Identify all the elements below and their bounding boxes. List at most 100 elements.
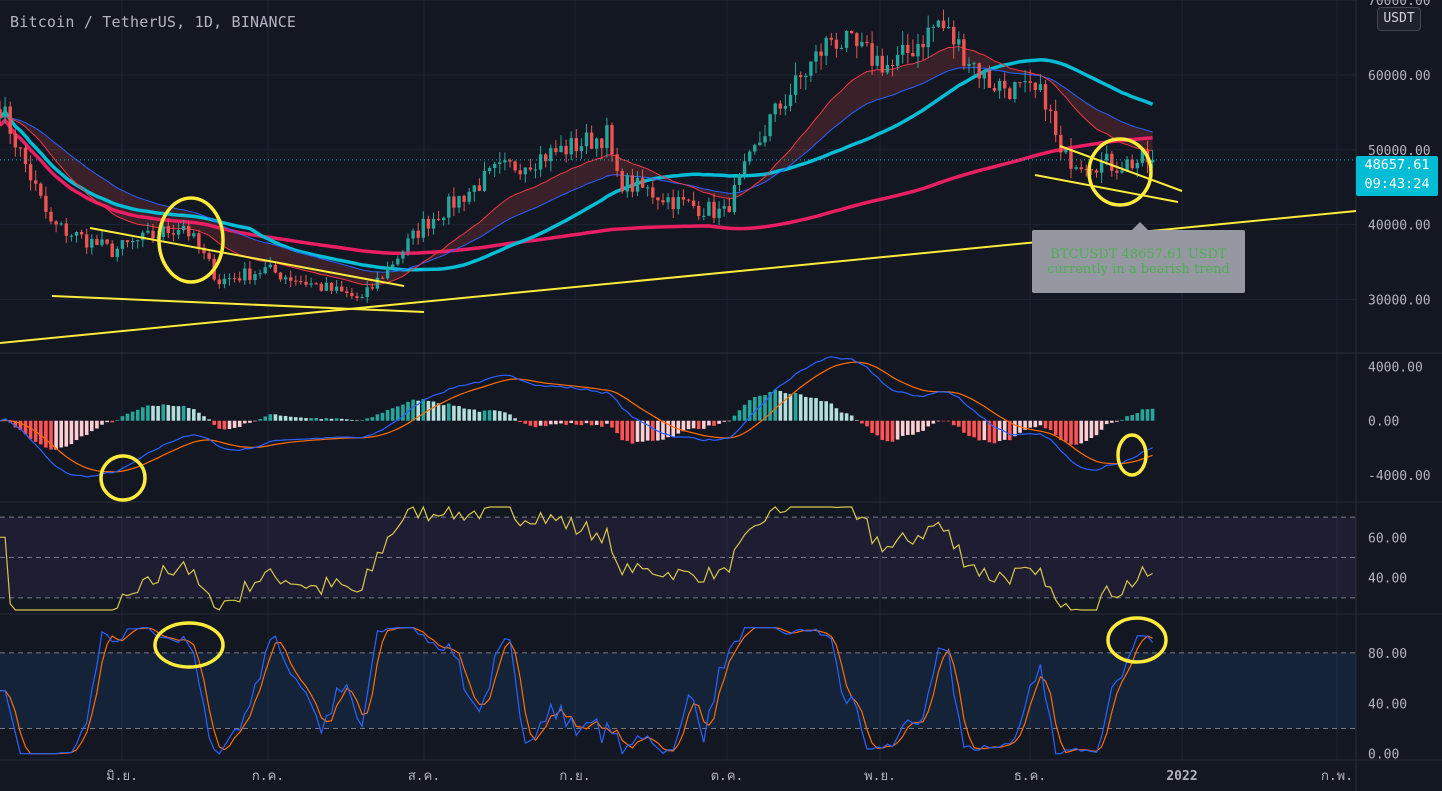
macd-bar <box>421 398 426 421</box>
bar-countdown: 09:43:24 <box>1364 176 1430 192</box>
candle-body <box>921 43 925 48</box>
candle <box>671 189 675 218</box>
candle <box>1023 70 1027 93</box>
candle <box>962 33 966 70</box>
callout-box[interactable]: BTCUSDT 48657.61 USDT currently in a bea… <box>1032 230 1245 293</box>
candle <box>370 283 374 291</box>
candle-body <box>411 230 415 239</box>
price-tick-label: 30000.00 <box>1368 294 1431 309</box>
macd-bar <box>365 418 369 421</box>
candle-body <box>442 217 446 220</box>
candle <box>625 172 629 198</box>
candle <box>136 239 140 249</box>
candle <box>549 144 553 172</box>
candle <box>482 161 487 192</box>
ema-fast-line <box>0 45 1153 286</box>
candle <box>646 184 650 197</box>
macd-bar <box>390 408 395 421</box>
candle <box>452 187 456 217</box>
candle <box>799 71 803 90</box>
macd-bar <box>441 405 446 421</box>
candle <box>850 30 854 34</box>
macd-bar <box>401 404 405 421</box>
candle-body <box>49 211 53 222</box>
macd-bar <box>345 419 349 421</box>
macd-bar <box>411 399 415 421</box>
candle-body <box>151 230 155 239</box>
macd-bar <box>294 417 298 421</box>
macd-bar <box>1053 420 1058 435</box>
callout-arrow <box>1131 222 1149 231</box>
macd-bar <box>1104 420 1109 425</box>
candle-body <box>334 286 339 291</box>
macd-pane[interactable] <box>0 356 1155 478</box>
candle <box>605 117 609 158</box>
candle <box>416 222 420 245</box>
candle-body <box>396 258 400 265</box>
candle-body <box>1089 169 1094 171</box>
macd-bar <box>192 409 196 421</box>
currency-badge[interactable]: USDT <box>1377 7 1421 31</box>
macd-bar <box>916 420 920 433</box>
candle-body <box>941 20 946 29</box>
macd-bar <box>768 391 772 421</box>
candle <box>875 45 879 69</box>
candle-body <box>926 27 930 48</box>
candle-body <box>39 183 43 196</box>
candle-body <box>18 147 23 149</box>
macd-bar <box>309 418 313 421</box>
candle-body <box>778 103 782 109</box>
macd-bar <box>783 393 788 421</box>
candle <box>559 135 563 153</box>
candle <box>829 33 833 46</box>
macd-bar <box>528 420 533 426</box>
candle-body <box>952 26 956 45</box>
candle-body <box>472 185 476 192</box>
macd-bar <box>125 413 130 421</box>
candle <box>1028 69 1032 92</box>
macd-bar <box>176 406 181 421</box>
macd-bar <box>39 420 43 445</box>
candle <box>651 178 655 204</box>
candle-body <box>620 171 624 192</box>
macd-line <box>0 356 1153 478</box>
rsi-pane[interactable] <box>0 505 1356 611</box>
macd-bar <box>1059 420 1063 441</box>
candle <box>64 218 68 244</box>
candle-body <box>1150 159 1155 163</box>
rsi-line <box>0 505 1153 611</box>
macd-bar <box>554 420 558 425</box>
time-tick-label: ก.ย. <box>559 769 590 784</box>
candle-body <box>625 175 629 192</box>
trendline-2 <box>89 227 405 287</box>
symbol-title[interactable]: Bitcoin / TetherUS, 1D, BINANCE <box>10 13 297 31</box>
candle-body <box>375 277 380 289</box>
candle <box>890 59 895 77</box>
candle <box>554 140 558 156</box>
candle <box>1094 168 1099 178</box>
candle-body <box>498 162 502 165</box>
candle-body <box>809 61 813 76</box>
candle <box>819 43 823 70</box>
price-pane[interactable] <box>0 9 1356 303</box>
last-price-value: 48657.61 <box>1364 157 1430 173</box>
candle-body <box>299 281 303 283</box>
candle-body <box>345 291 349 293</box>
candle <box>222 273 227 289</box>
stochastic-pane[interactable] <box>0 627 1356 756</box>
candle <box>176 223 181 240</box>
macd-bar <box>18 420 23 431</box>
candle-body <box>528 167 533 170</box>
candle-body <box>732 185 737 212</box>
candle <box>44 186 48 219</box>
candle <box>192 230 196 239</box>
candle-body <box>1033 82 1037 90</box>
candle-body <box>957 39 961 45</box>
candle <box>503 152 507 171</box>
candle-body <box>844 30 849 48</box>
macd-bar <box>28 420 33 440</box>
candle-body <box>635 177 640 192</box>
candle-body <box>69 235 74 237</box>
candle <box>1054 99 1058 143</box>
